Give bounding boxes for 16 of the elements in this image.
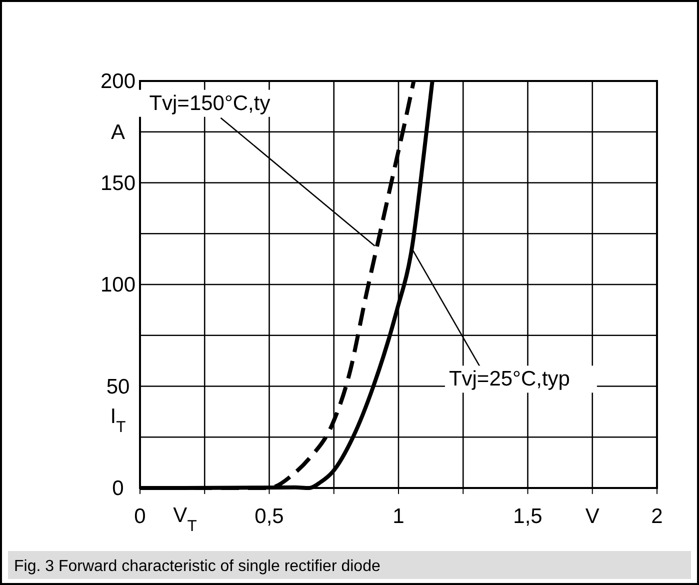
caption: Fig. 3 Forward characteristic of single rectifier diode	[14, 558, 380, 575]
y-tick-label: 150	[100, 172, 136, 195]
y-tick-label: 100	[100, 274, 136, 296]
y-tick-label: A	[110, 120, 126, 144]
x-tick-label: 1,5	[513, 505, 542, 528]
x-tick-label: 1	[392, 505, 404, 528]
x-axis-title: V$_{T}$	[173, 504, 198, 534]
annotation: Tvj=150°C,ty	[149, 92, 271, 115]
x-tick-label: 2	[651, 505, 663, 528]
y-axis-title: I$_{T}$	[110, 405, 126, 436]
x-tick-label: V	[585, 505, 600, 528]
y-tick-label: 0	[112, 477, 124, 500]
y-tick-label: 200	[100, 70, 136, 93]
annotation: Tvj=25°C,typ	[448, 368, 570, 391]
y-tick-label: 50	[106, 375, 130, 398]
x-tick-label: 0,5	[254, 505, 284, 528]
